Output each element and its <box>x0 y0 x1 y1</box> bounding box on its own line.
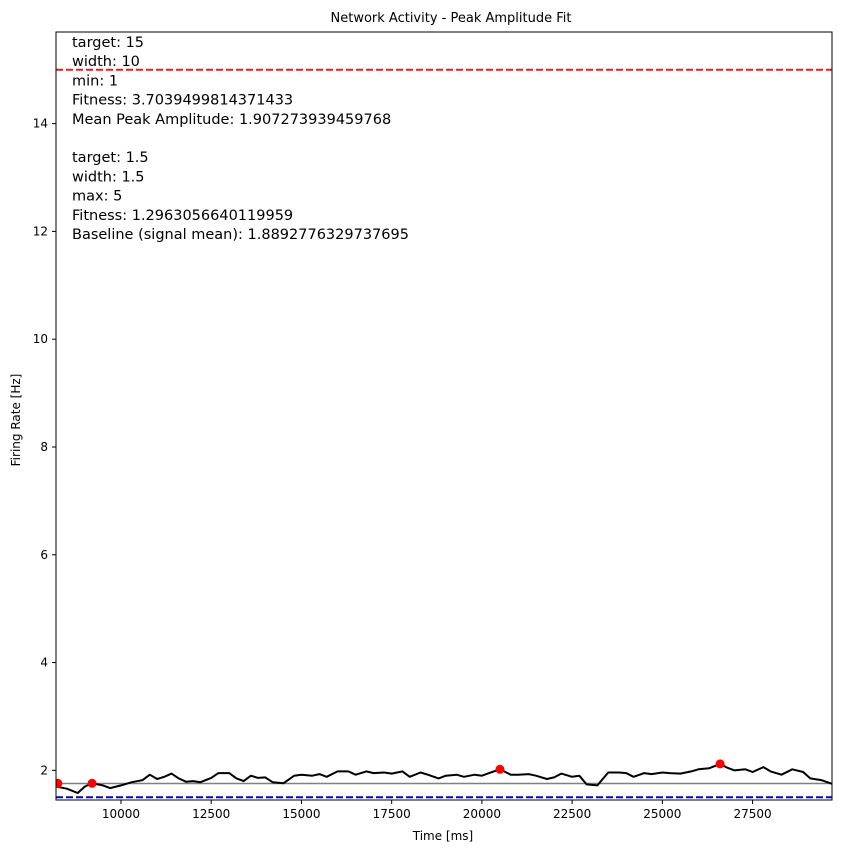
x-tick-label-0: 10000 <box>102 807 140 821</box>
axes: 10000 12500 15000 17500 20000 22500 25000 27500… <box>33 31 833 821</box>
x-tick-label-4: 20000 <box>463 807 501 821</box>
annotation-line-9: Fitness: 1.2963056640119959 <box>72 208 293 224</box>
annotation-line-8: max: 5 <box>72 189 122 205</box>
y-tick-label-0: 2 <box>40 763 48 777</box>
peak-marker-0 <box>56 778 63 788</box>
x-tick-label-7: 27500 <box>734 807 772 821</box>
chart-title: Network Activity - Peak Amplitude Fit <box>331 11 572 26</box>
annotation-line-4: Mean Peak Amplitude: 1.907273939459768 <box>72 112 391 128</box>
x-tick-label-3: 17500 <box>373 807 411 821</box>
annotation-line-0: target: 15 <box>72 35 144 51</box>
y-axis-label: Firing Rate [Hz] <box>9 374 23 467</box>
annotation-line-3: Fitness: 3.7039499814371433 <box>72 93 293 109</box>
plot-frame <box>55 31 833 801</box>
annotation-line-1: width: 10 <box>72 54 140 70</box>
annotation-line-2: min: 1 <box>72 73 118 89</box>
x-axis-label: Time [ms] <box>412 829 474 843</box>
x-tick-label-1: 12500 <box>192 807 230 821</box>
y-tick-label-2: 6 <box>40 548 48 562</box>
y-tick-label-1: 4 <box>40 656 48 670</box>
peak-marker-1 <box>87 778 97 788</box>
y-tick-label-3: 8 <box>40 440 48 454</box>
peak-marker-2 <box>495 764 505 774</box>
y-tick-label-6: 14 <box>33 117 48 131</box>
fit-annotations: target: 15 width: 10 min: 1 Fitness: 3.7039… <box>72 35 409 243</box>
annotation-line-7: width: 1.5 <box>72 169 145 185</box>
x-tick-label-5: 22500 <box>553 807 591 821</box>
y-tick-label-4: 10 <box>33 332 48 346</box>
annotation-line-6: target: 1.5 <box>72 150 149 166</box>
plot-area <box>56 68 832 799</box>
x-tick-label-6: 25000 <box>643 807 681 821</box>
peak-marker-3 <box>715 759 725 769</box>
x-tick-label-2: 15000 <box>282 807 320 821</box>
signal-line-0 <box>56 762 832 794</box>
y-tick-label-5: 12 <box>33 224 48 238</box>
annotation-line-10: Baseline (signal mean): 1.88927763297376… <box>72 227 409 243</box>
